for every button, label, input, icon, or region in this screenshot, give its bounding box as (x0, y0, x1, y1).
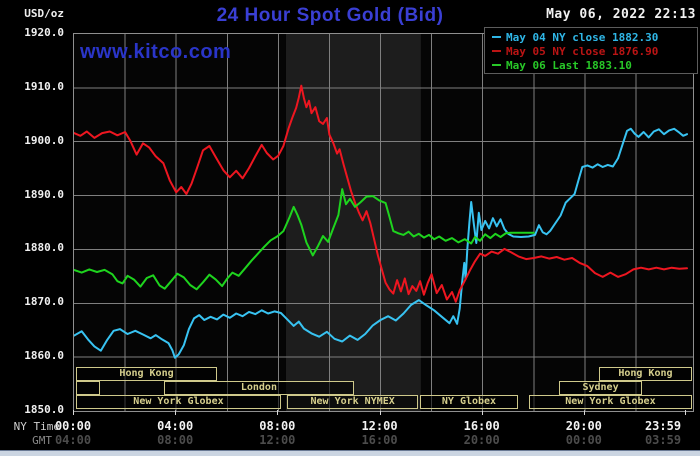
legend-swatch (492, 36, 501, 38)
x-tick-mark (583, 410, 585, 415)
x-tick-mark (379, 410, 381, 415)
x-tick-mark (73, 410, 74, 415)
x-tick-label-gmt: 00:00 (565, 433, 602, 447)
market-sessions: Hong Kong Hong Kong London Sydney New York G… (74, 34, 693, 411)
x-tick-mark (684, 410, 686, 415)
x-tick-label-gmt: 16:00 (361, 433, 398, 447)
x-tick-label-ny: 04:00 (157, 419, 194, 433)
bottom-strip (0, 450, 700, 456)
y-tick-label: 1870.0 (24, 295, 64, 309)
session-box (76, 381, 100, 395)
legend-item: May 04 NY close 1882.30 (490, 30, 697, 44)
y-tick-label: 1880.0 (24, 241, 64, 255)
x-tick-label-ny: 08:00 (259, 419, 296, 433)
ny-time-axis-label: NY Time (13, 420, 60, 433)
session-box-london: London (163, 381, 354, 395)
x-tick-label-gmt: 20:00 (463, 433, 500, 447)
chart-datetime: May 06, 2022 22:13 (546, 7, 696, 22)
legend-item: May 05 NY close 1876.90 (490, 44, 697, 58)
x-tick-mark (277, 410, 279, 415)
price-line-may-05 (74, 84, 688, 303)
legend-label: May 06 Last 1883.10 (506, 58, 632, 72)
x-tick-label-ny: 00:00 (54, 419, 92, 433)
x-tick-mark (481, 410, 483, 415)
session-label: NY Globex (441, 396, 497, 407)
session-box-new-york-globex: New York Globex (76, 395, 281, 409)
session-box-hong-kong: Hong Kong (76, 367, 218, 381)
session-box-sydney: Sydney (559, 381, 643, 395)
legend-item: May 06 Last 1883.10 (490, 58, 697, 72)
price-line-may-04 (74, 127, 688, 359)
x-tick-label-gmt: 08:00 (157, 433, 194, 447)
x-tick-label-gmt: 03:59 (644, 433, 682, 447)
session-label: London (240, 382, 277, 393)
legend-box: May 04 NY close 1882.30 May 05 NY close 1… (484, 27, 698, 74)
session-label: Sydney (582, 382, 619, 393)
y-tick-label: 1860.0 (24, 349, 64, 363)
y-tick-label: 1920.0 (24, 26, 64, 39)
gmt-axis-label: GMT (32, 434, 52, 447)
session-label: New York Globex (565, 396, 656, 407)
session-label: New York NYMEX (310, 396, 395, 407)
session-box-new-york-nymex: New York NYMEX (287, 395, 419, 409)
x-tick-label-ny: 12:00 (361, 419, 398, 433)
y-tick-label: 1850.0 (24, 403, 64, 416)
session-box-hong-kong: Hong Kong (598, 367, 692, 381)
session-label: Hong Kong (618, 368, 673, 379)
chart-canvas (74, 34, 693, 411)
legend-label: May 05 NY close 1876.90 (506, 44, 659, 58)
legend-swatch (492, 64, 501, 66)
chart-title: 24 Hour Spot Gold (Bid) (216, 5, 444, 26)
y-axis-units-label: USD/oz (24, 7, 64, 20)
price-line-may-06 (74, 188, 535, 291)
x-tick-label-ny: 16:00 (463, 419, 500, 433)
session-box-new-york-globex: New York Globex (528, 395, 692, 409)
kitco-watermark: www.kitco.com (80, 41, 232, 63)
x-tick-label-gmt: 04:00 (54, 433, 92, 447)
session-box-ny-globex: NY Globex (420, 395, 518, 409)
session-label: Hong Kong (119, 368, 174, 379)
y-tick-label: 1910.0 (24, 79, 64, 93)
plot-area: www.kitco.com Hong Kong Hong Kong London Sy… (73, 33, 694, 412)
x-tick-label-gmt: 12:00 (259, 433, 296, 447)
session-label: New York Globex (133, 396, 224, 407)
x-tick-label-ny: 23:59 (644, 419, 682, 433)
nymex-shaded-band (285, 34, 421, 411)
x-tick-label-ny: 20:00 (565, 419, 602, 433)
legend-swatch (492, 50, 501, 52)
legend-label: May 04 NY close 1882.30 (506, 30, 659, 44)
y-tick-label: 1890.0 (24, 187, 64, 201)
x-tick-mark (175, 410, 177, 415)
y-tick-label: 1900.0 (24, 133, 64, 147)
